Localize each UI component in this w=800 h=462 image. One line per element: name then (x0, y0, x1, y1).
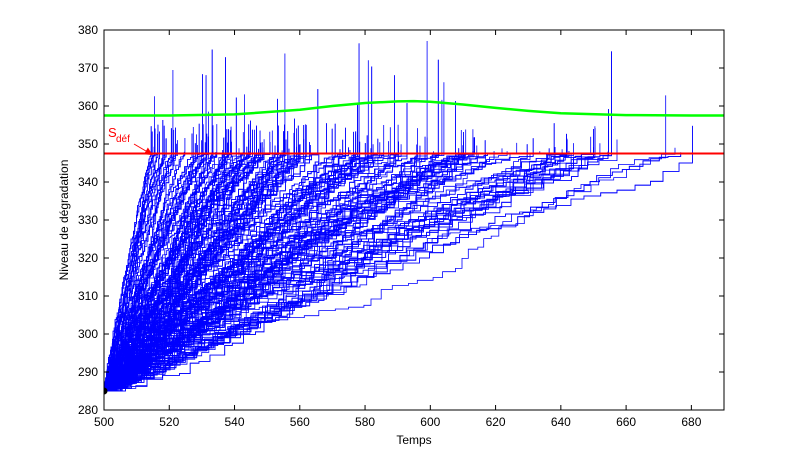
y-tick-label: 380 (78, 23, 98, 37)
x-tick-label: 620 (486, 415, 506, 429)
y-axis-ticks: 280 290 300 310 320 330 340 350 360 370 380 (78, 23, 724, 417)
trajectory-lines (104, 41, 693, 392)
trajectory-line (104, 126, 596, 392)
x-axis-label: Temps (396, 433, 431, 447)
trajectory-line (104, 129, 253, 392)
start-point (104, 387, 108, 395)
trajectory-line (104, 125, 693, 392)
trajectory-line (104, 124, 285, 392)
x-tick-label: 560 (290, 415, 310, 429)
threshold-annotation: S déf (108, 125, 153, 156)
x-tick-label: 660 (616, 415, 636, 429)
trajectory-line (104, 120, 164, 392)
trajectory-line (104, 129, 229, 392)
y-tick-label: 370 (78, 61, 98, 75)
x-tick-label: 580 (355, 415, 375, 429)
trajectory-line (104, 124, 159, 392)
trajectory-line (104, 123, 200, 392)
trajectory-line (104, 133, 193, 392)
trajectory-line (104, 53, 286, 392)
y-tick-label: 320 (78, 251, 98, 265)
trajectory-line (104, 147, 556, 392)
x-tick-label: 600 (420, 415, 440, 429)
threshold-label-sub: déf (116, 134, 130, 145)
x-tick-label: 540 (225, 415, 245, 429)
y-tick-label: 330 (78, 213, 98, 227)
x-tick-label: 680 (681, 415, 701, 429)
trajectory-line (104, 95, 667, 392)
trajectory-line (104, 151, 609, 392)
x-axis-ticks: 500 520 540 560 580 600 620 640 660 680 (94, 30, 702, 429)
trajectory-line (104, 152, 682, 392)
trajectory-line (104, 150, 402, 392)
x-tick-label: 500 (94, 415, 114, 429)
trajectory-line (104, 123, 555, 392)
y-tick-label: 350 (78, 137, 98, 151)
trajectory-line (104, 148, 460, 392)
trajectory-line (104, 138, 534, 392)
trajectory-line (104, 98, 278, 392)
trajectory-line (104, 145, 276, 392)
trajectory-line (104, 129, 594, 392)
trajectory-line (104, 151, 495, 392)
trajectory-line (104, 137, 475, 392)
trajectory-line (104, 139, 250, 392)
trajectory-line (104, 126, 152, 392)
x-tick-label: 520 (159, 415, 179, 429)
trajectory-line (104, 97, 237, 392)
y-tick-label: 300 (78, 327, 98, 341)
y-tick-label: 290 (78, 365, 98, 379)
trajectory-line (104, 150, 224, 392)
y-axis-label: Niveau de dégradation (57, 160, 71, 281)
y-tick-label: 340 (78, 175, 98, 189)
trajectory-line (104, 143, 574, 392)
trajectory-line (104, 147, 594, 392)
trajectory-line (104, 125, 305, 392)
trajectory-line (104, 141, 399, 392)
trajectory-line (104, 123, 336, 392)
trajectory-line (104, 132, 464, 392)
trajectory-line (104, 75, 395, 392)
trajectory-line (104, 141, 464, 392)
y-tick-label: 280 (78, 403, 98, 417)
threshold-label: S (108, 125, 117, 140)
threshold-arrow (133, 143, 153, 156)
y-tick-label: 310 (78, 289, 98, 303)
y-tick-label: 360 (78, 99, 98, 113)
x-tick-label: 640 (551, 415, 571, 429)
reference-curves (104, 99, 724, 395)
upper-bound-curve (104, 99, 724, 117)
